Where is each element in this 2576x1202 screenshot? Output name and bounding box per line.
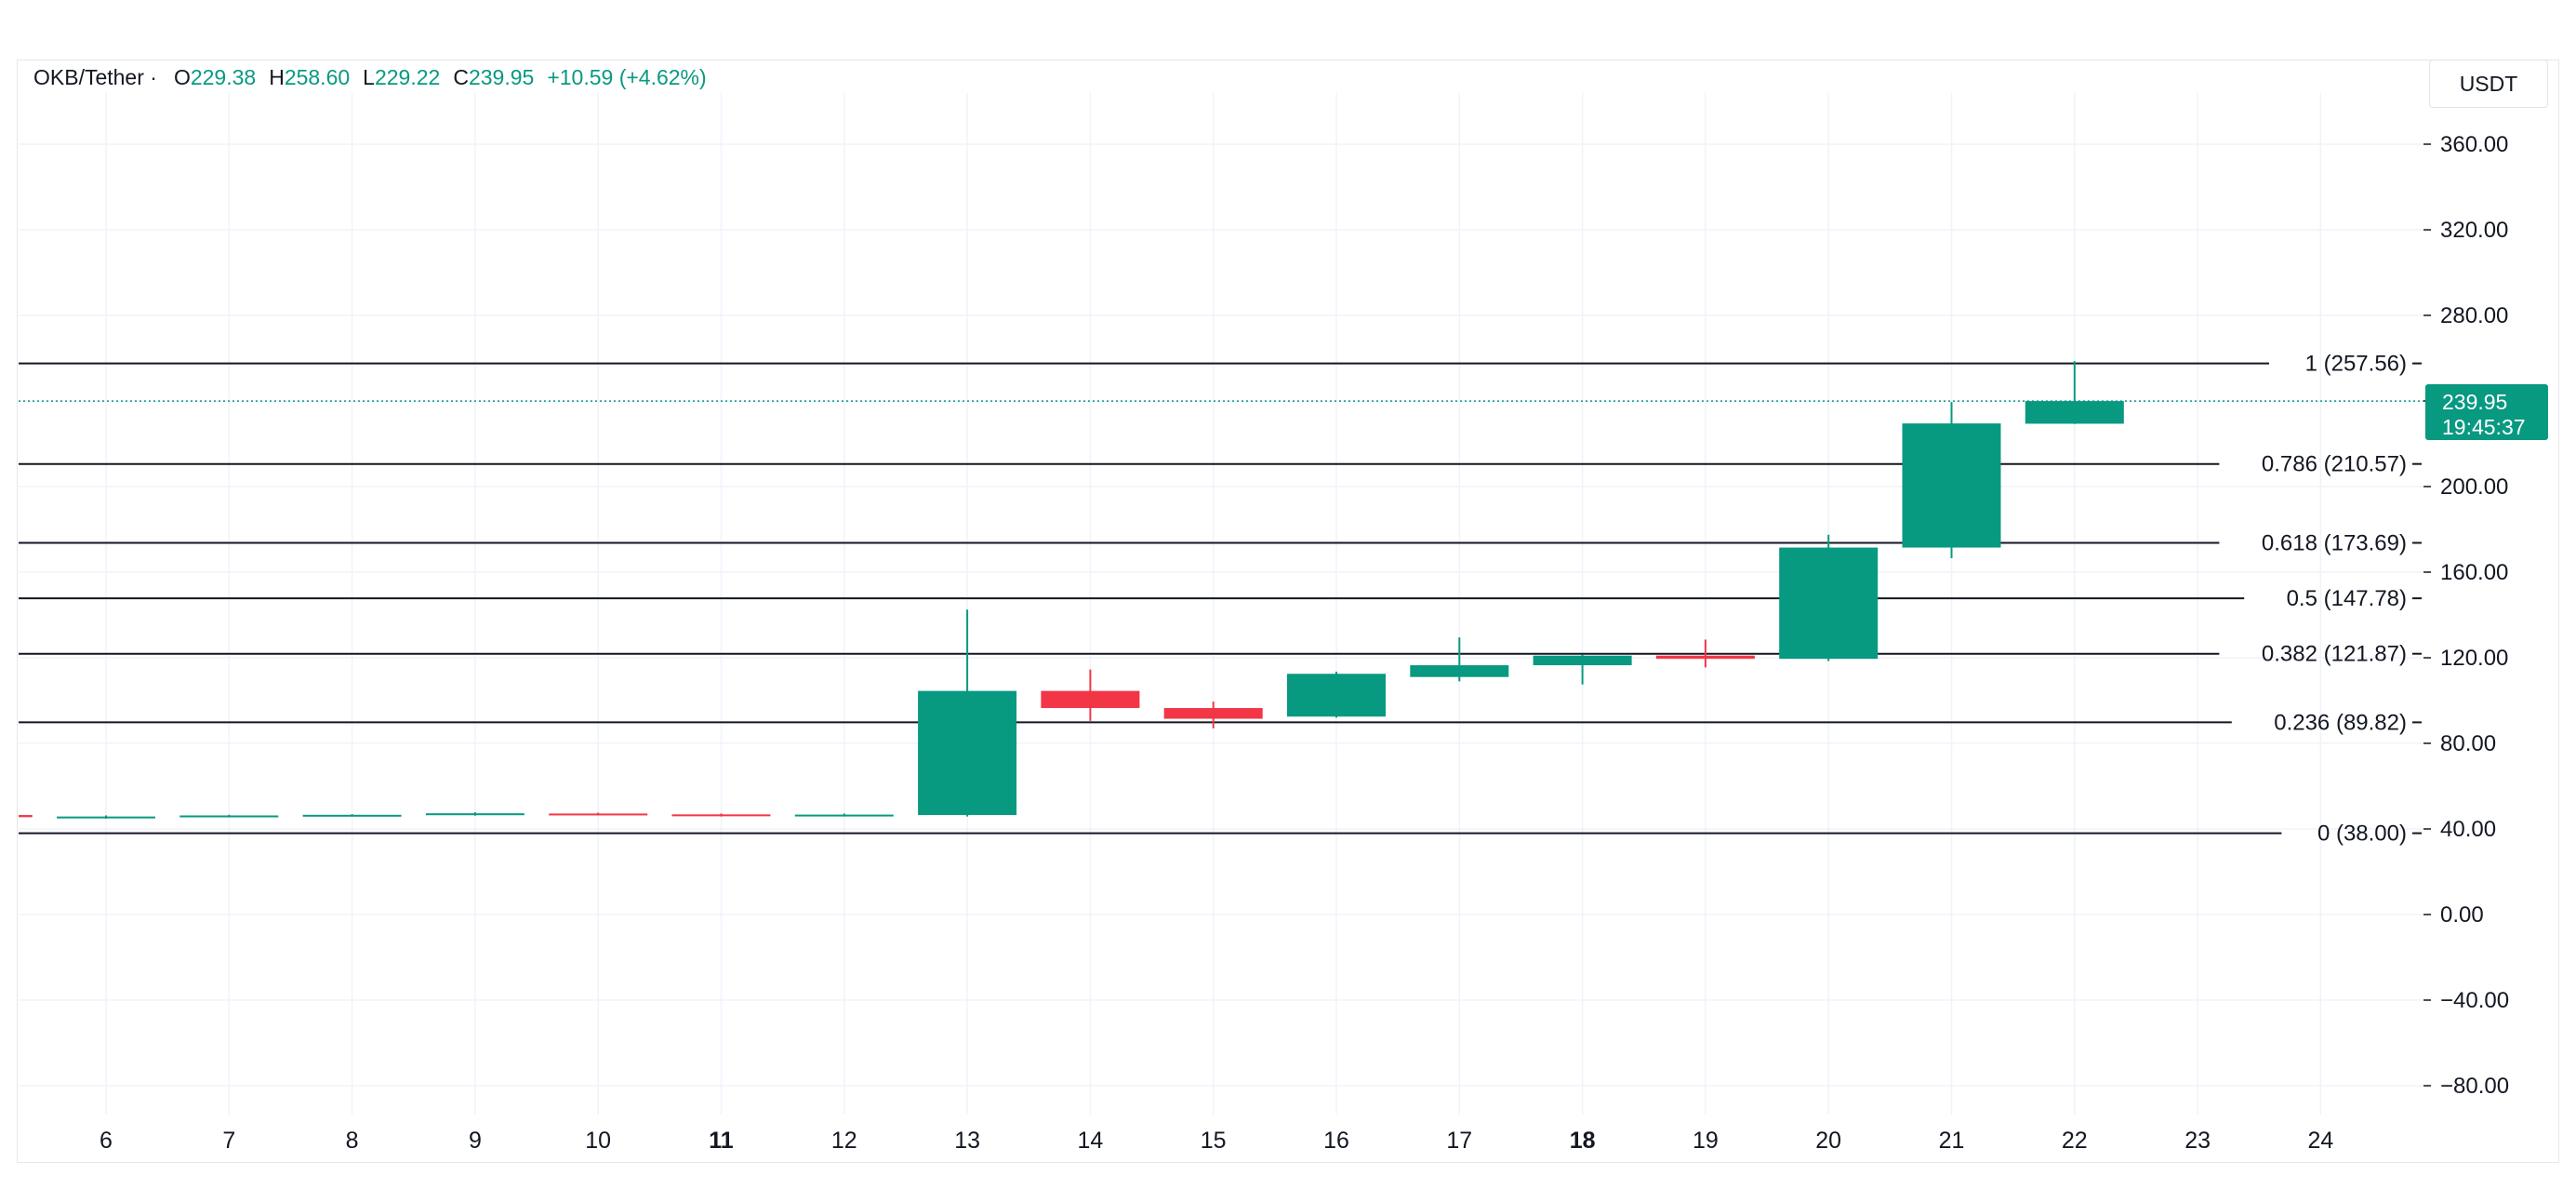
x-tick-label: 24 [2307, 1128, 2333, 1154]
candles [19, 361, 2124, 819]
candle-body [1779, 547, 1879, 660]
candle-body [1041, 690, 1140, 709]
low-value: 229.22 [374, 65, 441, 89]
candle-body [57, 816, 155, 819]
x-tick-label: 8 [346, 1128, 359, 1154]
x-tick-label: 20 [1815, 1128, 1841, 1154]
price-badge-bg [2425, 384, 2548, 440]
high-label: H [269, 65, 285, 89]
fib-level-label: 0.618 (173.69) [2262, 531, 2407, 556]
y-tick-label: −80.00 [2440, 1074, 2509, 1099]
time-axis[interactable]: 6 7 8 9 10 11 12 13 14 15 16 17 18 19 20 21 22 23 24 [100, 1128, 2333, 1154]
x-tick-label: 19 [1693, 1128, 1719, 1154]
price-axis[interactable]: 360.00320.00280.00240.00200.00160.00120.… [2423, 132, 2509, 1099]
candle-body [425, 813, 524, 816]
fib-retracement[interactable]: 1 (257.56) 0.786 (210.57) 0.618 (173.69) 0.… [19, 352, 2422, 847]
x-tick-label: 13 [954, 1128, 980, 1154]
price-badge: 239.95 19:45:37 [2425, 384, 2548, 440]
x-tick-label: 6 [100, 1128, 113, 1154]
ohlc-legend: OKB/Tether · O 229.38 H 258.60 L 229.22 … [33, 65, 707, 90]
candle-body [1533, 655, 1632, 666]
symbol-title[interactable]: OKB/Tether · [33, 65, 157, 89]
currency-button[interactable]: USDT [2429, 60, 2548, 108]
x-tick-label: 14 [1077, 1128, 1103, 1154]
chart-frame [17, 60, 2559, 1163]
x-tick-label: 12 [831, 1128, 857, 1154]
fib-level-label: 0.786 (210.57) [2262, 452, 2407, 477]
x-tick-label: 16 [1323, 1128, 1349, 1154]
x-tick-label: 10 [585, 1128, 611, 1154]
y-tick-label: 80.00 [2440, 731, 2496, 756]
x-tick-label: 18 [1570, 1128, 1596, 1154]
fib-level-label: 1 (257.56) [2305, 352, 2407, 377]
y-tick-label: 280.00 [2440, 303, 2508, 328]
price-badge-price: 239.95 [2442, 390, 2507, 414]
candle-body [1655, 655, 1755, 660]
fib-level-label: 0.236 (89.82) [2274, 710, 2407, 735]
x-tick-label: 7 [222, 1128, 235, 1154]
x-tick-label: 17 [1446, 1128, 1472, 1154]
y-tick-label: 360.00 [2440, 132, 2508, 157]
x-tick-label: 15 [1201, 1128, 1227, 1154]
x-tick-label: 21 [1939, 1128, 1965, 1154]
y-tick-label: −40.00 [2440, 988, 2509, 1013]
candle-body [918, 690, 1017, 816]
y-tick-label: 40.00 [2440, 817, 2496, 842]
price-badge-countdown: 19:45:37 [2442, 415, 2526, 439]
y-tick-label: 320.00 [2440, 218, 2508, 243]
fib-level-label: 0.382 (121.87) [2262, 642, 2407, 667]
candle-body [549, 813, 648, 816]
candle-body [1902, 423, 2001, 548]
fib-level-label: 0.5 (147.78) [2287, 586, 2407, 611]
x-tick-label: 23 [2184, 1128, 2211, 1154]
y-tick-label: 200.00 [2440, 474, 2508, 500]
open-label: O [173, 65, 191, 89]
candle-body [671, 814, 771, 817]
candle-body [2025, 401, 2124, 424]
y-tick-label: 120.00 [2440, 646, 2508, 671]
open-value: 229.38 [190, 65, 257, 89]
change-value: +10.59 (+4.62%) [547, 65, 707, 89]
candle-body [1163, 708, 1263, 719]
x-tick-label: 22 [2062, 1128, 2088, 1154]
close-value: 239.95 [468, 65, 535, 89]
high-value: 258.60 [284, 65, 351, 89]
candle-body [794, 814, 894, 817]
low-label: L [363, 65, 375, 89]
x-tick-label: 11 [709, 1128, 734, 1154]
candle-body [302, 814, 402, 817]
y-tick-label: 0.00 [2440, 902, 2484, 928]
candle-body [1410, 665, 1509, 677]
y-tick-label: 160.00 [2440, 560, 2508, 585]
close-label: C [453, 65, 469, 89]
grid-layer [19, 93, 2422, 1115]
x-tick-label: 9 [469, 1128, 482, 1154]
candle-body [179, 815, 279, 818]
candle-body [19, 815, 33, 818]
candle-body [1287, 674, 1386, 717]
fib-level-label: 0 (38.00) [2317, 821, 2407, 847]
